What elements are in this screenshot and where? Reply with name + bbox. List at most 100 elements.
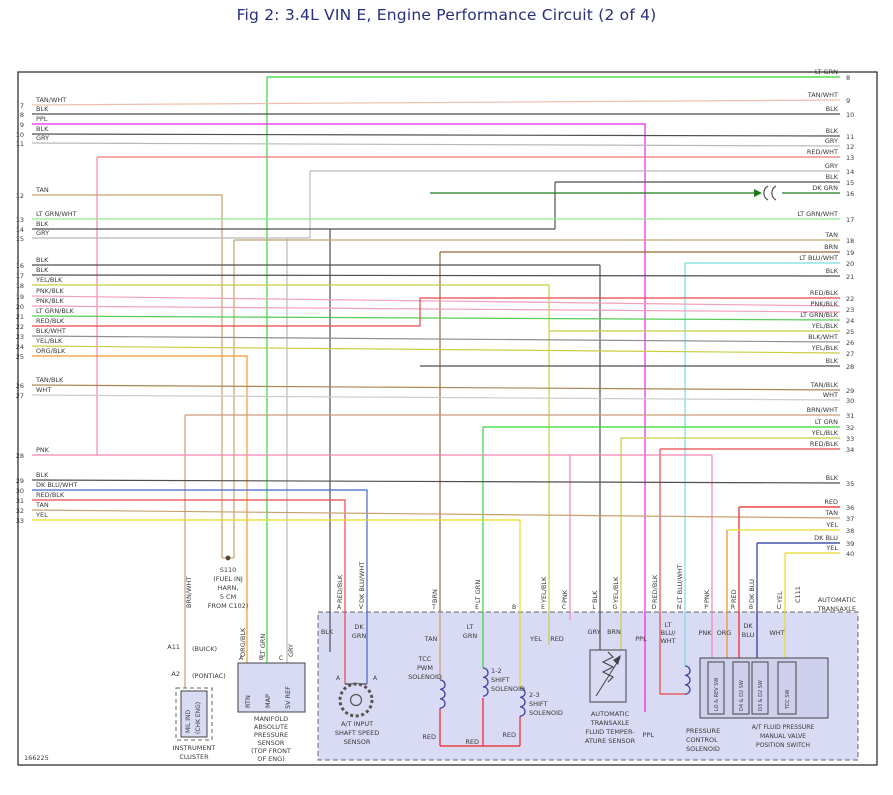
label-lo-rev-sw: LO & REV SW bbox=[714, 678, 720, 711]
pin-label-right-21: BLK bbox=[826, 267, 839, 275]
pin-number-right-20: 20 bbox=[846, 260, 854, 268]
label-n: N bbox=[677, 604, 682, 611]
label-dk: DK bbox=[354, 623, 364, 631]
label-a-t-fluid-pressure: A/T FLUID PRESSURE bbox=[752, 724, 815, 731]
label-blk: BLK bbox=[591, 590, 599, 603]
label-lt-grn: LT GRN bbox=[474, 580, 482, 603]
label-lt-blu-wht: LT BLU/WHT bbox=[676, 564, 684, 603]
label-org-blk: ORG/BLK bbox=[239, 627, 247, 657]
pin-label-right-19: BRN bbox=[824, 243, 838, 251]
label-5v-ref: 5V REF bbox=[284, 686, 292, 709]
pin-label-left-26: TAN/BLK bbox=[35, 376, 64, 384]
pin-label-left-18: YEL/BLK bbox=[35, 276, 63, 284]
label-blu: BLU bbox=[742, 631, 755, 639]
pin-label-left-27: WHT bbox=[36, 386, 51, 394]
wire-gry-6 bbox=[31, 142, 841, 147]
label-lt: LT bbox=[665, 621, 672, 629]
pin-label-left-33: YEL bbox=[35, 511, 48, 519]
speed-sensor-symbol-hub bbox=[349, 693, 363, 707]
inline-connector-break bbox=[763, 185, 777, 201]
label-from-c102: FROM C102) bbox=[208, 602, 249, 610]
label-transaxle: TRANSAXLE bbox=[590, 719, 629, 727]
pin-label-left-8: BLK bbox=[36, 105, 49, 113]
label-dk: DK bbox=[743, 622, 753, 630]
pin-label-right-11: BLK bbox=[826, 127, 839, 135]
pin-number-left-23: 23 bbox=[16, 333, 24, 341]
label-mil-ind: MIL IND bbox=[185, 710, 192, 733]
label-yel: YEL bbox=[776, 591, 784, 604]
pin-label-left-20: PNK/BLK bbox=[36, 297, 64, 305]
pin-label-left-13: LT GRN/WHT bbox=[36, 210, 77, 218]
label-e: E bbox=[541, 604, 545, 611]
label-2-3: 2-3 bbox=[529, 691, 540, 699]
speed-sensor-symbol bbox=[338, 682, 374, 718]
temp-sensor-box bbox=[589, 649, 627, 703]
label-p: P bbox=[704, 604, 708, 611]
pin-label-right-13: RED/WHT bbox=[807, 148, 838, 156]
pin-label-right-35: BLK bbox=[826, 474, 839, 482]
label-yel-blk: YEL/BLK bbox=[540, 576, 548, 604]
label-pressure: PRESSURE bbox=[686, 727, 720, 735]
pin-number-right-39: 39 bbox=[846, 540, 854, 548]
label-dk-blu: DK BLU bbox=[748, 579, 756, 603]
label-a: A bbox=[336, 675, 341, 682]
pin-label-right-22: RED/BLK bbox=[810, 289, 839, 297]
pin-label-right-17: LT GRN/WHT bbox=[797, 210, 838, 218]
label-top-front: (TOP FRONT bbox=[251, 747, 291, 755]
pin-label-right-10: BLK bbox=[826, 105, 839, 113]
pin-number-right-17: 17 bbox=[846, 216, 854, 224]
label-red: RED bbox=[550, 635, 564, 643]
wire-blk-wht-39 bbox=[31, 335, 841, 343]
label-yel-blk: YEL/BLK bbox=[612, 576, 620, 604]
label-pressure: PRESSURE bbox=[254, 731, 288, 739]
pin-number-left-26: 26 bbox=[16, 382, 24, 390]
label-u: U bbox=[777, 604, 781, 611]
label-pontiac: (PONTIAC) bbox=[192, 672, 226, 680]
pin-number-left-7: 7 bbox=[20, 102, 24, 110]
pin-label-left-14: BLK bbox=[36, 220, 49, 228]
label-solenoid: SOLENOID bbox=[408, 673, 442, 681]
pin-label-right-24: LT GRN/BLK bbox=[800, 311, 838, 319]
label-automatic: AUTOMATIC bbox=[591, 710, 630, 718]
pin-label-right-18: TAN bbox=[824, 231, 838, 239]
pin-label-right-25: YEL/BLK bbox=[811, 322, 839, 330]
pin-number-left-31: 31 bbox=[16, 497, 24, 505]
pin-number-right-19: 19 bbox=[846, 249, 854, 257]
label-v: V bbox=[359, 604, 364, 611]
pin-number-right-13: 13 bbox=[846, 154, 854, 162]
pin-number-right-8: 8 bbox=[846, 74, 850, 82]
pin-number-right-16: 16 bbox=[846, 190, 854, 198]
label-brn-wht: BRN/WHT bbox=[185, 577, 193, 608]
label-b: B bbox=[259, 655, 263, 662]
pin-number-right-35: 35 bbox=[846, 480, 854, 488]
pressure-control-solenoid-coil bbox=[684, 665, 691, 695]
label-t: T bbox=[431, 604, 436, 611]
label-ppl: PPL bbox=[635, 635, 647, 643]
pin-number-left-13: 13 bbox=[16, 216, 24, 224]
label-b: B bbox=[749, 604, 753, 611]
pin-number-right-40: 40 bbox=[846, 550, 854, 558]
label-map: MAP bbox=[264, 694, 272, 708]
label-ature-sensor: ATURE SENSOR bbox=[585, 737, 636, 745]
pin-number-left-8: 8 bbox=[20, 111, 24, 119]
label-absolute: ABSOLUTE bbox=[254, 723, 288, 731]
wire-yel-blk-40 bbox=[31, 345, 841, 354]
pin-label-right-28: BLK bbox=[826, 357, 839, 365]
label-pwm: PWM bbox=[417, 664, 433, 672]
label-red: RED bbox=[502, 731, 516, 739]
label-brn: BRN bbox=[607, 628, 621, 636]
pin-number-right-23: 23 bbox=[846, 306, 854, 314]
pin-number-right-26: 26 bbox=[846, 339, 854, 347]
label-g: G bbox=[613, 604, 618, 611]
pin-number-left-21: 21 bbox=[16, 313, 24, 321]
temp-sensor-symbol-zigzag bbox=[601, 651, 615, 683]
label-c: C bbox=[562, 604, 566, 611]
label-red-blk: RED/BLK bbox=[336, 574, 344, 603]
pin-label-left-21: LT GRN/BLK bbox=[36, 307, 74, 315]
label-manifold: MANIFOLD bbox=[254, 715, 288, 723]
pin-label-right-37: TAN bbox=[824, 509, 838, 517]
pin-number-left-28: 28 bbox=[16, 452, 24, 460]
pin-number-right-21: 21 bbox=[846, 273, 854, 281]
pin-number-right-12: 12 bbox=[846, 143, 854, 151]
